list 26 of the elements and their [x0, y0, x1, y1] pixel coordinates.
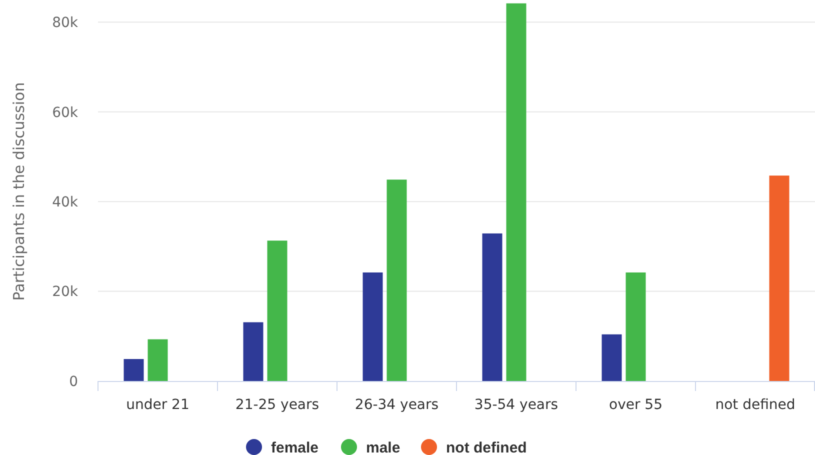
y-axis-title: Participants in the discussion	[10, 82, 28, 301]
bar	[506, 3, 526, 381]
bar	[769, 176, 790, 381]
bar	[243, 322, 264, 381]
bar	[148, 339, 168, 381]
y-tick-label: 80k	[52, 15, 79, 32]
bar	[482, 233, 502, 381]
bar	[386, 180, 407, 381]
legend-label: male	[366, 439, 400, 455]
y-tick-label: 60k	[52, 104, 79, 121]
bar	[602, 334, 622, 381]
bar	[267, 240, 288, 381]
x-tick-label: not defined	[715, 396, 796, 413]
x-tick-label: under 21	[126, 396, 190, 413]
y-tick-label: 20k	[52, 284, 79, 300]
bar	[626, 272, 646, 381]
bar	[124, 359, 144, 381]
legend-label: not defined	[446, 439, 527, 455]
bar	[362, 272, 383, 381]
x-tick-label: 35-54 years	[474, 396, 558, 413]
y-tick-label: 0	[69, 374, 78, 390]
y-tick-label: 40k	[52, 194, 79, 210]
legend-label: female	[271, 439, 319, 455]
x-tick-label: over 55	[609, 396, 662, 413]
x-tick-label: 26-34 years	[354, 396, 439, 413]
x-tick-label: 21-25 years	[235, 396, 320, 413]
